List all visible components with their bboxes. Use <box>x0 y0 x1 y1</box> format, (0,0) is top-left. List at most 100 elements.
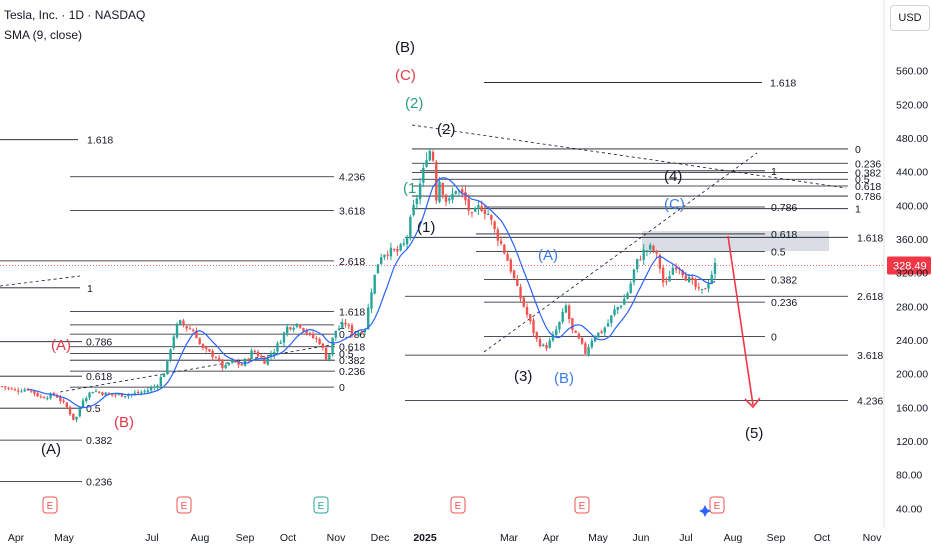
wave-label: (C) <box>395 67 416 84</box>
candle-body <box>597 332 600 338</box>
candle-body <box>684 275 688 281</box>
candle-body <box>435 161 438 201</box>
candle-body <box>321 343 325 348</box>
candle-body <box>584 343 587 354</box>
candle-body <box>707 283 710 289</box>
candle-body <box>224 364 227 368</box>
wave-label: (A) <box>51 337 71 354</box>
candle-body <box>648 244 652 250</box>
candle-body <box>402 243 406 245</box>
x-axis-label: Apr <box>8 532 25 544</box>
candle-body <box>661 267 665 283</box>
candle-body <box>263 357 266 364</box>
fib-level-label: 0.382 <box>771 274 797 286</box>
candle-body <box>59 397 62 402</box>
candle-body <box>522 297 525 307</box>
candle-body <box>606 323 610 327</box>
candle-body <box>448 198 451 201</box>
candle-body <box>192 329 195 332</box>
wave-label: (A) <box>538 247 558 264</box>
x-axis-label: Nov <box>327 532 346 544</box>
candle-body <box>344 322 347 325</box>
candle-body <box>668 275 671 282</box>
candle-body <box>120 393 124 397</box>
candle-body <box>363 329 367 332</box>
fib-level-label: 0.236 <box>855 158 881 170</box>
y-axis-tick: 360.00 <box>896 234 928 246</box>
candle-body <box>470 212 474 214</box>
candle-body <box>282 332 286 343</box>
candle-body <box>7 387 10 389</box>
wave-label: (B) <box>554 370 574 387</box>
candle-body <box>626 293 629 299</box>
candle-body <box>169 349 172 360</box>
fib-level-label: 1.618 <box>857 232 883 244</box>
fib-level-label: 0.618 <box>771 229 797 241</box>
wave-label: (1) <box>417 219 435 236</box>
candle-body <box>506 254 509 261</box>
earnings-marker <box>574 496 590 514</box>
candle-body <box>292 327 295 330</box>
fib-level-label: 0 <box>339 382 345 394</box>
candle-body <box>337 328 341 331</box>
fib-level-label: 3.618 <box>857 350 883 362</box>
fib-level-label: 4.236 <box>339 172 365 184</box>
candle-body <box>389 247 393 257</box>
candle-body <box>645 250 649 252</box>
y-axis-tick: 320.00 <box>896 268 928 280</box>
earnings-marker-label: E <box>318 501 325 512</box>
candle-body <box>574 330 577 333</box>
candle-body <box>311 333 315 338</box>
candle-body <box>704 288 707 290</box>
candle-body <box>156 385 159 388</box>
candle-body <box>49 393 52 399</box>
candle-body <box>273 352 276 356</box>
candle-body <box>230 359 234 363</box>
candle-body <box>250 350 253 359</box>
candle-body <box>237 361 240 365</box>
currency-button[interactable]: USD <box>890 5 930 31</box>
candle-body <box>399 244 402 251</box>
candle-body <box>603 327 607 333</box>
candle-body <box>279 342 282 344</box>
candle-body <box>318 339 321 345</box>
candle-body <box>98 391 101 393</box>
candle-body <box>652 245 655 251</box>
candle-body <box>639 259 642 261</box>
candle-body <box>571 318 574 331</box>
candle-body <box>347 324 350 326</box>
candle-body <box>674 267 678 270</box>
candle-body <box>580 337 584 344</box>
fib-level-label: 0.236 <box>86 476 112 488</box>
candle-body <box>658 254 662 269</box>
candle-body <box>88 392 91 398</box>
candle-body <box>386 254 389 256</box>
candle-body <box>564 305 568 313</box>
wave-label: (2) <box>437 121 455 138</box>
candle-body <box>636 258 639 270</box>
y-axis-tick: 440.00 <box>896 167 928 179</box>
fib-level-label: 1.618 <box>339 306 365 318</box>
candle-body <box>454 191 457 194</box>
candle-body <box>516 279 519 286</box>
indicator-legend[interactable]: SMA (9, close) <box>4 28 83 42</box>
x-axis-label: Aug <box>191 532 210 544</box>
candle-body <box>623 298 626 305</box>
candle-body <box>182 320 185 326</box>
fib-level-label: 0.5 <box>771 247 786 259</box>
candle-body <box>188 328 192 330</box>
candle-body <box>198 338 201 344</box>
candle-body <box>444 194 448 203</box>
candle-body <box>153 387 156 389</box>
earnings-marker <box>313 496 329 514</box>
y-axis-tick: 400.00 <box>896 200 928 212</box>
candle-body <box>75 416 78 420</box>
candle-body <box>62 400 65 402</box>
candle-body <box>341 322 344 328</box>
candle-body <box>324 347 328 360</box>
candle-body <box>554 329 558 336</box>
candle-body <box>289 327 292 330</box>
y-axis-tick: 200.00 <box>896 369 928 381</box>
